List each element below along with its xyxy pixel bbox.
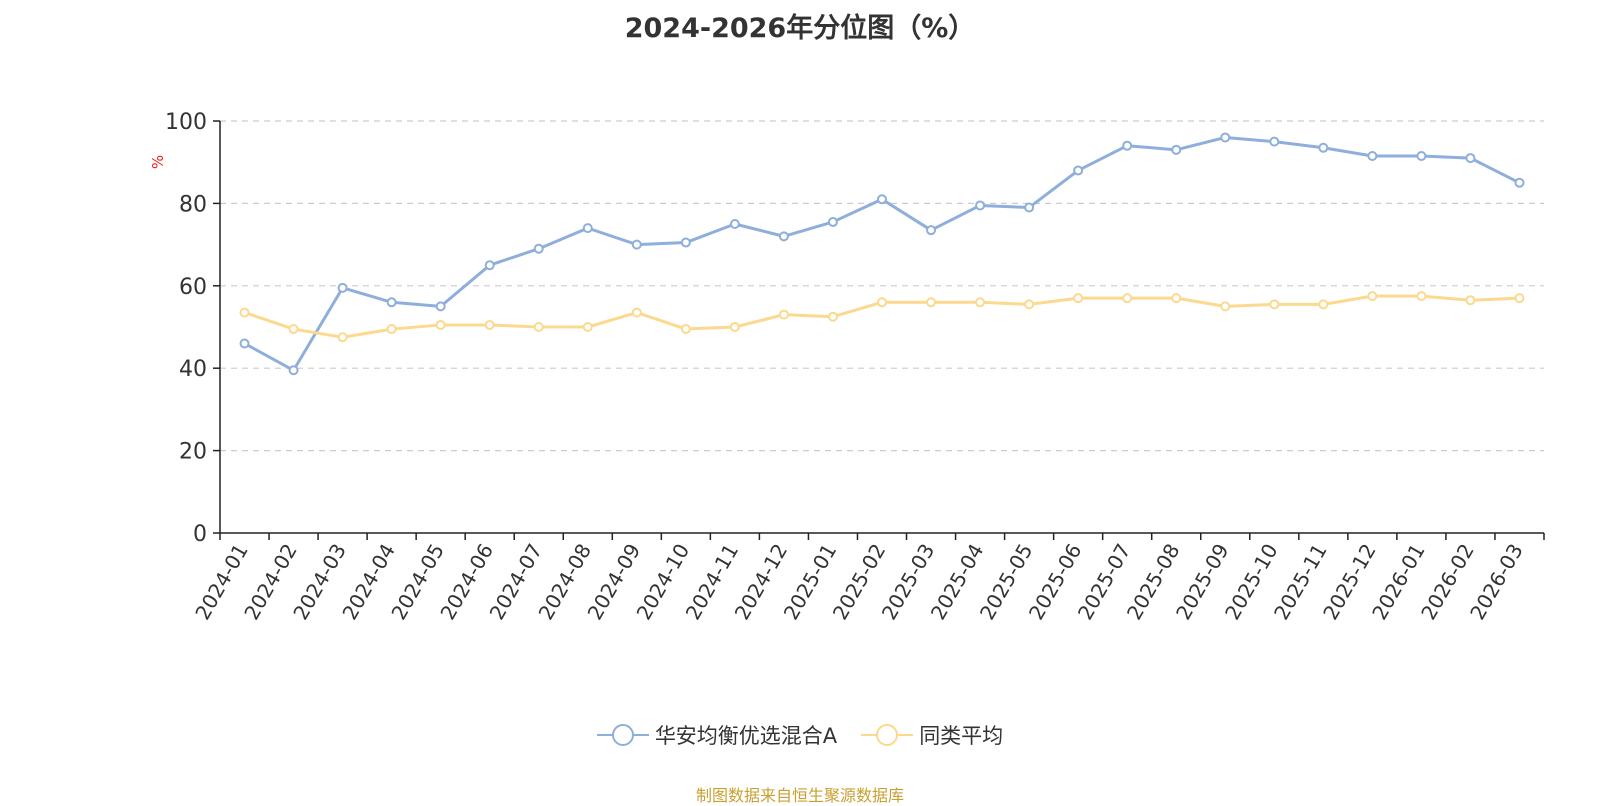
data-point-s2-2024-08: [582, 322, 593, 332]
y-tick-label-60: 60: [179, 275, 207, 300]
data-point-s2-2025-03: [926, 297, 937, 308]
legend-label-series-1: 华安均衡优选混合A: [654, 724, 838, 748]
data-point-s2-2025-02: [877, 297, 887, 308]
data-point-s2-2026-01: [1416, 291, 1427, 302]
chart-title: 2024-2026年分位图（%）: [624, 13, 976, 44]
legend-swatch-series-2: [861, 724, 914, 746]
data-point-s2-2024-01: [239, 307, 250, 318]
data-point-s1-2025-12: [1367, 151, 1378, 162]
series-lines: [243, 135, 1521, 372]
y-tick-label-20: 20: [179, 440, 207, 465]
data-point-s1-2024-11: [729, 219, 740, 229]
data-point-s2-2025-10: [1269, 299, 1280, 310]
series-points: [239, 132, 1525, 376]
y-tick-label-0: 0: [193, 522, 207, 547]
legend-label-series-2: 同类平均: [919, 724, 1004, 748]
data-point-s2-2025-08: [1171, 293, 1182, 304]
data-point-s1-2024-09: [631, 239, 642, 250]
data-point-s2-2025-07: [1122, 293, 1133, 304]
data-point-s1-2026-02: [1465, 153, 1476, 164]
data-point-s2-2025-04: [975, 297, 986, 308]
data-point-s1-2024-04: [386, 297, 397, 308]
data-point-s2-2025-11: [1318, 299, 1329, 310]
data-point-s1-2025-01: [827, 216, 838, 227]
data-point-s1-2026-03: [1514, 177, 1525, 188]
data-point-s2-2024-05: [435, 319, 446, 330]
data-point-s1-2024-02: [288, 365, 299, 376]
data-point-s2-2025-09: [1220, 301, 1231, 312]
data-point-s2-2025-05: [1024, 299, 1035, 310]
data-point-s2-2025-01: [827, 311, 838, 322]
axes: 020406080100%2024-012024-022024-032024-0…: [149, 110, 1545, 624]
data-point-s2-2025-06: [1073, 293, 1084, 304]
data-point-s2-2024-10: [680, 324, 691, 335]
data-point-s1-2025-09: [1220, 132, 1231, 143]
data-point-s1-2026-01: [1416, 151, 1427, 162]
data-point-s1-2025-04: [975, 200, 986, 211]
data-point-s1-2024-08: [582, 223, 593, 234]
data-point-s1-2024-03: [337, 282, 348, 293]
data-point-s1-2024-10: [680, 237, 691, 248]
legend-item-series-2[interactable]: 同类平均: [861, 720, 1003, 750]
data-point-s1-2025-11: [1318, 142, 1329, 153]
data-point-s1-2024-05: [435, 301, 446, 312]
data-point-s2-2026-02: [1465, 295, 1476, 306]
data-point-s2-2024-02: [288, 324, 299, 335]
y-tick-label-40: 40: [179, 357, 207, 382]
source-note: 制图数据来自恒生聚源数据库: [695, 786, 904, 805]
data-point-s2-2026-03: [1514, 293, 1525, 304]
data-point-s2-2024-12: [778, 309, 789, 320]
data-point-s2-2025-12: [1367, 291, 1378, 302]
data-point-s1-2025-05: [1024, 202, 1035, 213]
legend-swatch-series-1: [596, 724, 649, 746]
data-point-s2-2024-04: [386, 324, 397, 335]
data-point-s1-2024-07: [533, 243, 544, 254]
legend: 华安均衡优选混合A 同类平均: [0, 720, 1600, 750]
data-point-s2-2024-07: [533, 322, 544, 332]
grid-lines: [220, 120, 1544, 452]
y-axis-label: %: [149, 155, 167, 169]
data-point-s1-2025-10: [1269, 136, 1280, 147]
data-point-s2-2024-03: [337, 332, 348, 343]
data-point-s2-2024-06: [484, 319, 495, 330]
data-point-s1-2024-01: [239, 338, 250, 349]
data-point-s2-2024-09: [631, 307, 642, 318]
data-point-s1-2025-03: [926, 225, 937, 236]
data-point-s2-2024-11: [729, 322, 740, 332]
y-tick-label-80: 80: [179, 192, 207, 217]
data-point-s1-2025-02: [877, 194, 887, 205]
y-tick-label-100: 100: [165, 110, 207, 135]
series-line-1: [243, 135, 1521, 372]
data-point-s1-2024-06: [484, 260, 495, 271]
legend-item-series-1[interactable]: 华安均衡优选混合A: [596, 720, 838, 750]
data-point-s1-2024-12: [778, 231, 789, 242]
data-point-s1-2025-08: [1171, 144, 1182, 155]
data-point-s1-2025-06: [1073, 165, 1084, 176]
data-point-s1-2025-07: [1122, 140, 1133, 151]
